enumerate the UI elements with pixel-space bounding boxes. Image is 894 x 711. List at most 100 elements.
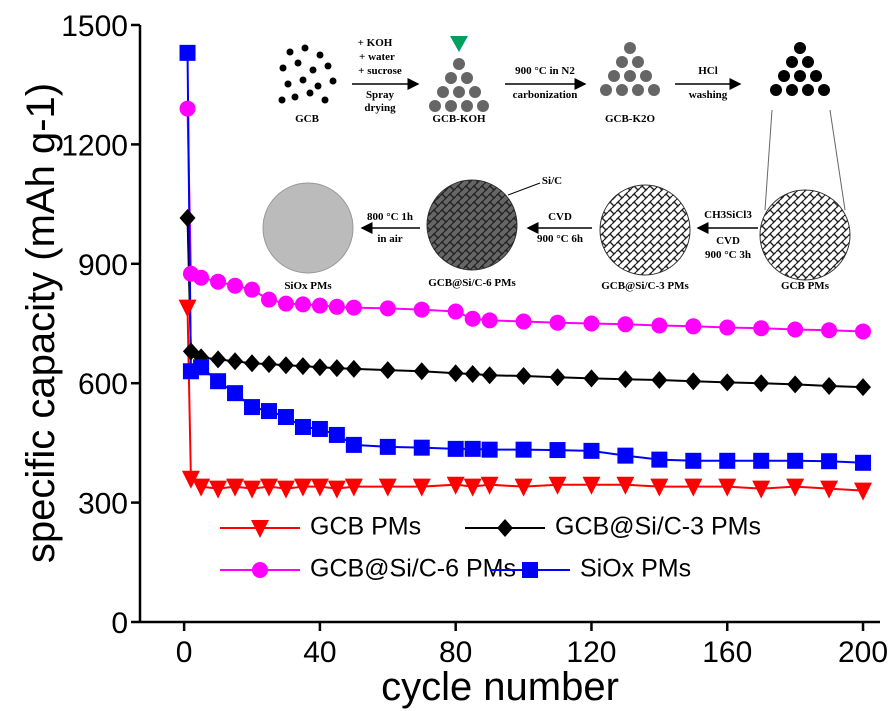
marker bbox=[447, 303, 464, 320]
marker bbox=[227, 352, 244, 371]
legend-marker bbox=[522, 562, 538, 578]
diagram-dot bbox=[316, 51, 324, 59]
marker bbox=[244, 399, 261, 416]
inset-label: GCB-K2O bbox=[605, 113, 656, 125]
marker bbox=[617, 316, 634, 333]
marker bbox=[855, 454, 872, 471]
marker bbox=[259, 478, 278, 497]
diagram-dot bbox=[453, 58, 465, 70]
marker bbox=[753, 452, 770, 469]
marker bbox=[446, 476, 465, 495]
diagram-dot bbox=[469, 86, 481, 98]
marker bbox=[787, 321, 804, 338]
inset-label: GCB bbox=[295, 113, 320, 125]
marker bbox=[328, 426, 345, 443]
marker bbox=[179, 209, 196, 228]
diagram-dot bbox=[624, 42, 636, 54]
marker bbox=[515, 441, 532, 458]
legend-marker bbox=[252, 562, 268, 578]
marker bbox=[447, 440, 464, 457]
marker bbox=[719, 452, 736, 469]
marker bbox=[294, 357, 311, 376]
diagram-dot bbox=[794, 42, 806, 54]
marker bbox=[616, 476, 635, 495]
series-line bbox=[186, 307, 864, 492]
x-tick-label: 200 bbox=[838, 636, 888, 669]
marker bbox=[344, 478, 363, 497]
marker bbox=[277, 356, 294, 375]
inset-label: + sucrose bbox=[358, 65, 402, 77]
marker bbox=[345, 299, 362, 316]
inset-label: CH3SiCl3 bbox=[704, 209, 752, 221]
marker bbox=[514, 478, 533, 497]
inset-label: CVD bbox=[548, 211, 572, 223]
sphere-texture bbox=[600, 185, 690, 275]
diagram-dot bbox=[461, 72, 473, 84]
marker bbox=[753, 320, 770, 337]
inset-label: HCl bbox=[698, 65, 718, 77]
inset-label: SiOx PMs bbox=[284, 280, 332, 292]
diagram-dot bbox=[294, 59, 302, 67]
series-line bbox=[186, 52, 864, 464]
marker bbox=[294, 418, 311, 435]
x-axis-label: cycle number bbox=[381, 665, 619, 709]
marker bbox=[193, 269, 210, 286]
marker bbox=[582, 476, 601, 495]
marker bbox=[210, 373, 227, 390]
diagram-dot bbox=[279, 64, 287, 72]
marker bbox=[650, 478, 669, 497]
marker bbox=[209, 480, 228, 499]
marker bbox=[310, 478, 329, 497]
y-tick-label: 1500 bbox=[61, 10, 128, 43]
marker bbox=[379, 361, 396, 380]
y-tick-label: 900 bbox=[78, 249, 128, 282]
marker bbox=[378, 478, 397, 497]
marker bbox=[821, 453, 838, 470]
marker bbox=[244, 354, 261, 373]
marker bbox=[515, 313, 532, 330]
x-tick-label: 120 bbox=[566, 636, 616, 669]
marker bbox=[464, 440, 481, 457]
marker bbox=[685, 452, 702, 469]
diagram-dot bbox=[286, 48, 294, 56]
marker bbox=[651, 371, 668, 390]
marker bbox=[719, 373, 736, 392]
inset-label: in air bbox=[377, 233, 402, 245]
diagram-dot bbox=[284, 80, 292, 88]
marker bbox=[548, 476, 567, 495]
diagram-dot bbox=[794, 70, 806, 82]
marker bbox=[181, 470, 200, 489]
inset-label: GCB@Si/C-3 PMs bbox=[601, 280, 689, 292]
inset-label: carbonization bbox=[513, 89, 578, 101]
marker bbox=[178, 299, 197, 318]
inset-label: + KOH bbox=[358, 37, 393, 49]
diagram-dot bbox=[278, 96, 286, 104]
marker bbox=[685, 318, 702, 335]
x-tick-label: 0 bbox=[176, 636, 193, 669]
diagram-dot bbox=[770, 84, 782, 96]
marker bbox=[787, 375, 804, 394]
marker bbox=[651, 317, 668, 334]
marker bbox=[345, 359, 362, 378]
inset-diagram: GCB + KOH + water + sucrose Spray drying… bbox=[262, 36, 851, 292]
marker bbox=[651, 451, 668, 468]
diagram-dot bbox=[616, 84, 628, 96]
diagram-dot bbox=[324, 62, 332, 70]
marker bbox=[293, 478, 312, 497]
marker bbox=[311, 297, 328, 314]
marker bbox=[192, 478, 211, 497]
marker bbox=[210, 273, 227, 290]
diagram-dot bbox=[616, 56, 628, 68]
marker bbox=[855, 323, 872, 340]
x-tick-label: 40 bbox=[303, 636, 336, 669]
marker bbox=[244, 281, 261, 298]
marker bbox=[515, 367, 532, 386]
inset-label: drying bbox=[364, 102, 396, 114]
diagram-dot bbox=[329, 77, 337, 85]
marker bbox=[412, 478, 431, 497]
marker bbox=[549, 368, 566, 387]
marker bbox=[328, 298, 345, 315]
diagram-dot bbox=[648, 84, 660, 96]
inset-label: washing bbox=[689, 89, 728, 101]
